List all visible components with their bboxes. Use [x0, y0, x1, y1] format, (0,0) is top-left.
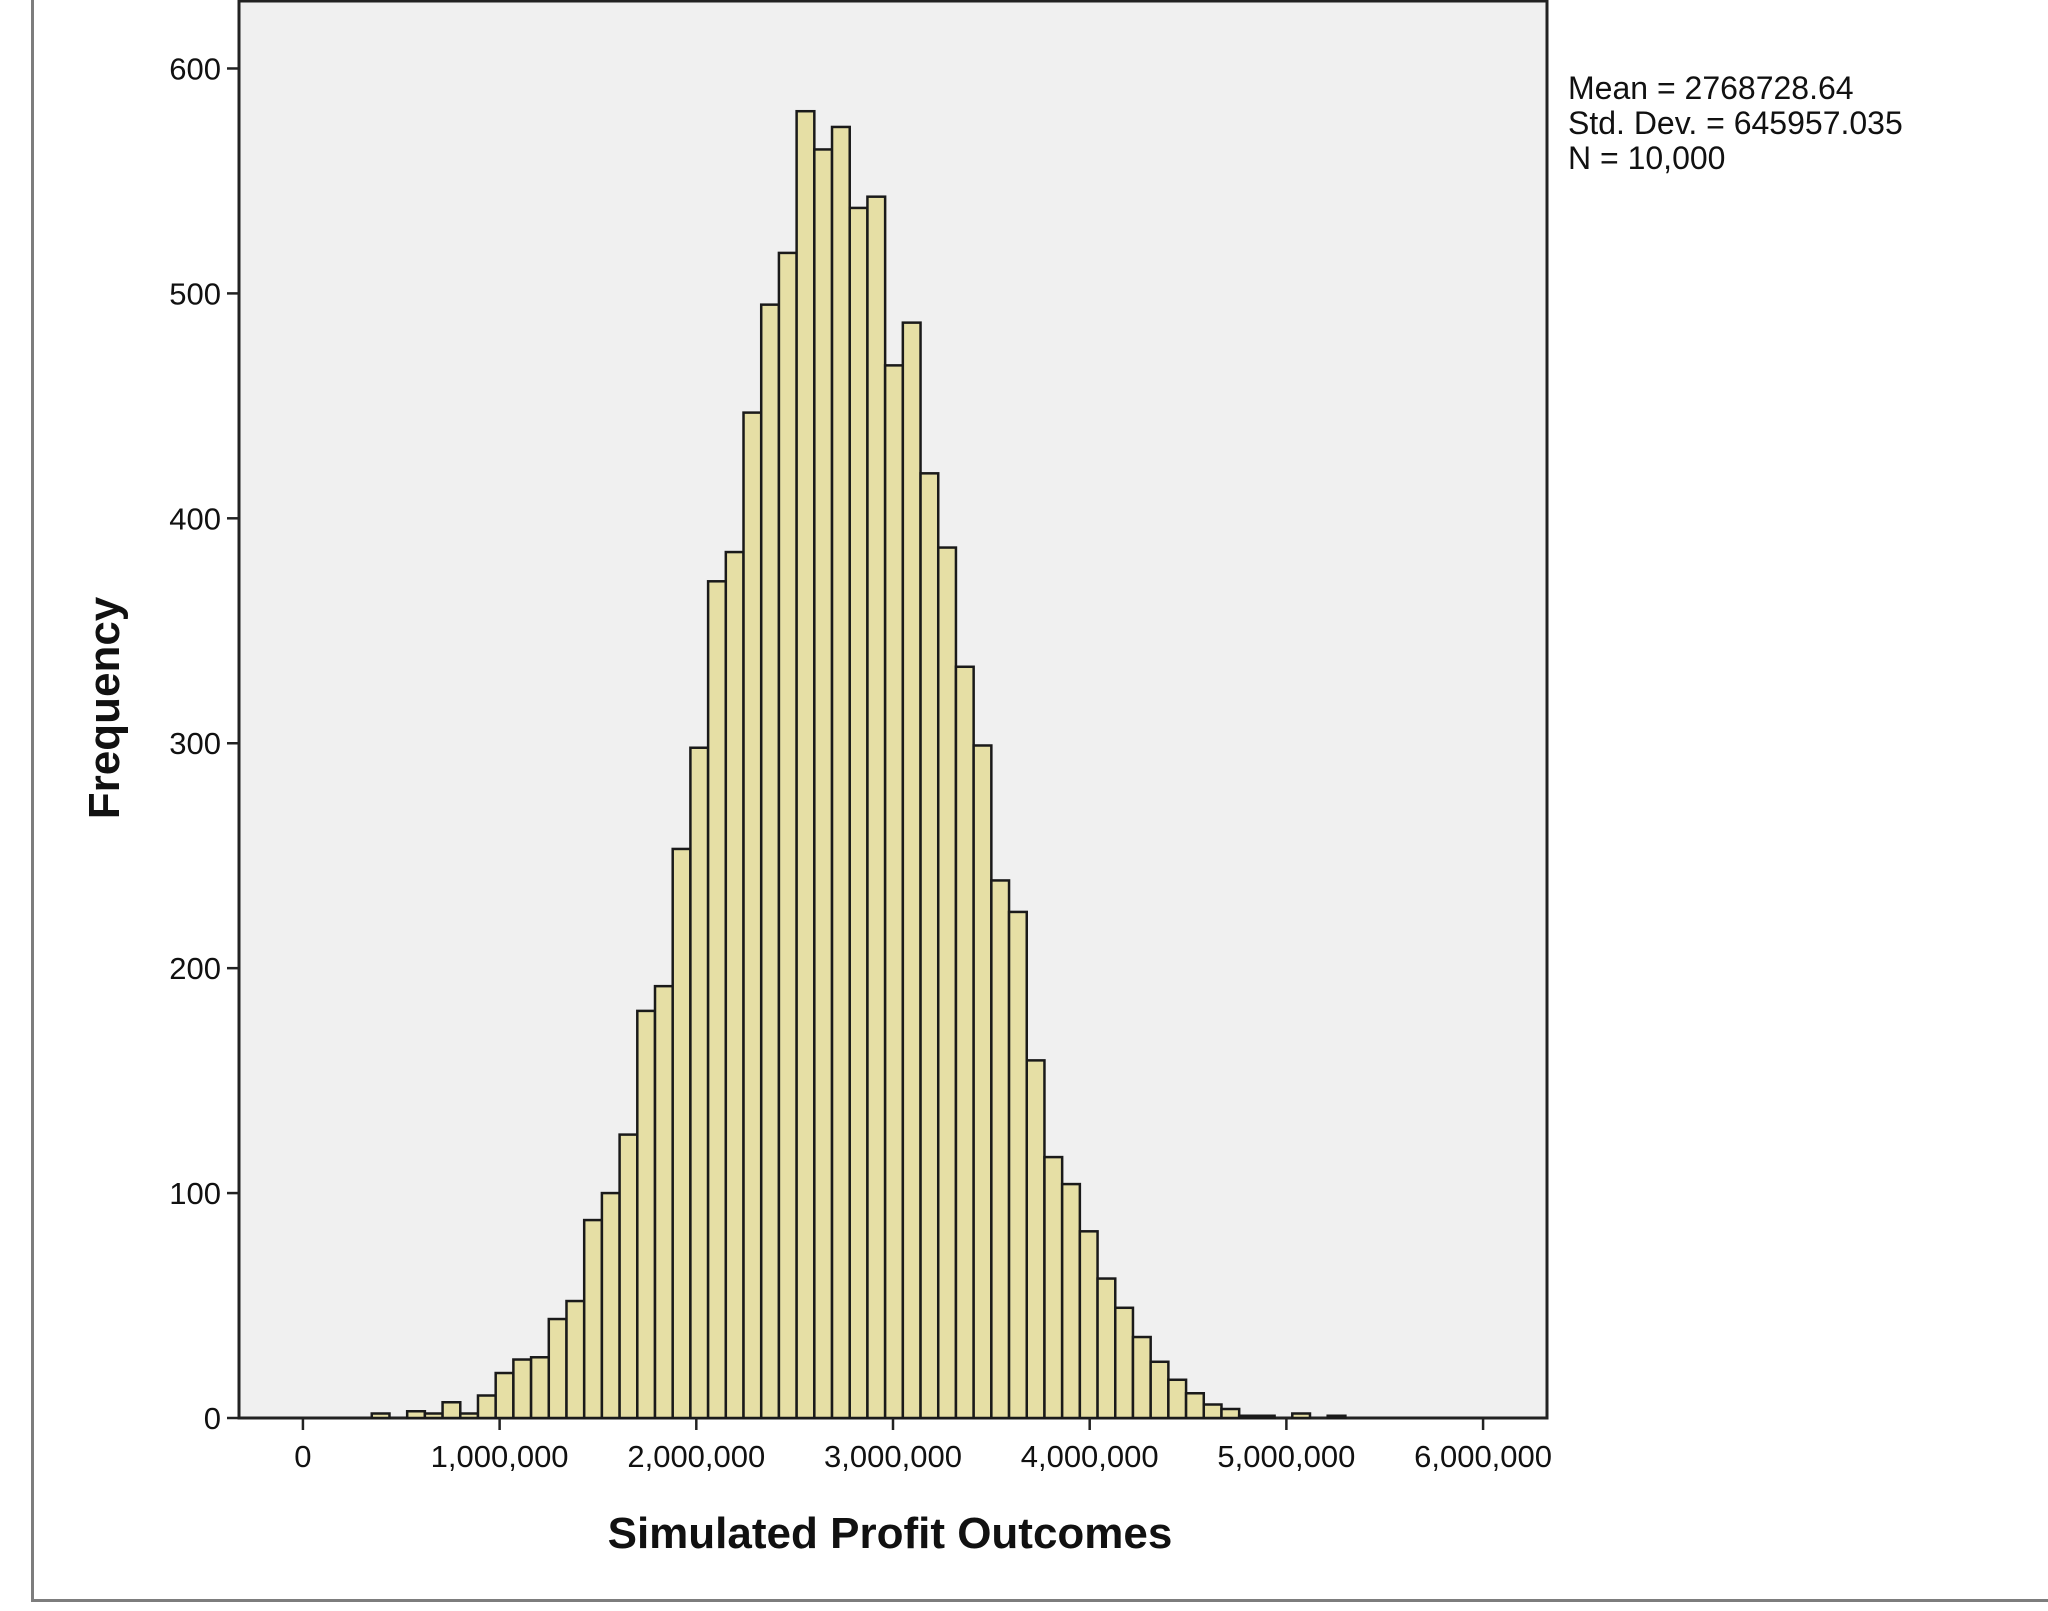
histogram-bar: [1114, 1306, 1135, 1420]
histogram-bar: [813, 148, 834, 1420]
histogram-bar: [565, 1299, 586, 1420]
histogram-bar: [1220, 1407, 1241, 1420]
histogram-bar: [795, 109, 816, 1420]
histogram-bar: [901, 321, 922, 1420]
histogram-bar: [405, 1410, 427, 1420]
histogram-bar: [990, 879, 1011, 1420]
histogram-bar: [671, 847, 692, 1420]
x-tick-label: 5,000,000: [1217, 1439, 1355, 1474]
x-axis-title: Simulated Profit Outcomes: [608, 1509, 1173, 1558]
histogram-bar: [1237, 1414, 1259, 1420]
histogram-bar: [972, 744, 993, 1420]
x-tick-label: 1,000,000: [431, 1439, 569, 1474]
x-tick-label: 6,000,000: [1414, 1439, 1552, 1474]
x-tick-label: 3,000,000: [824, 1439, 962, 1474]
histogram-bar: [547, 1317, 568, 1420]
x-axis: 0 1,000,000 2,000,000 3,000,000 4,000,000 5,0…: [294, 1418, 1552, 1474]
histogram-bar: [706, 580, 728, 1420]
y-axis-title: Frequency: [80, 596, 129, 819]
histogram-bar: [954, 665, 975, 1420]
stats-mean: Mean = 2768728.64: [1568, 70, 1854, 106]
y-tick-label: 300: [169, 726, 221, 761]
histogram-bar: [1149, 1360, 1170, 1420]
x-tick-label: 4,000,000: [1021, 1439, 1159, 1474]
histogram-bar: [529, 1356, 551, 1420]
histogram-bar: [1078, 1230, 1099, 1420]
histogram-bar: [777, 251, 798, 1420]
y-tick-label: 500: [169, 276, 221, 311]
histogram-bar: [476, 1394, 497, 1420]
histogram-bar: [1202, 1403, 1223, 1420]
histogram-bar: [1096, 1277, 1117, 1420]
histogram-bar: [1131, 1335, 1152, 1420]
histogram-bar: [919, 472, 940, 1420]
histogram-bar: [1184, 1392, 1206, 1420]
y-tick-label: 600: [169, 51, 221, 86]
x-tick-label: 2,000,000: [627, 1439, 765, 1474]
histogram-bar: [866, 195, 887, 1420]
histogram-bar: [636, 1009, 657, 1420]
histogram-bar: [1007, 910, 1029, 1420]
histogram-bar: [1060, 1182, 1082, 1420]
histogram-bar: [1167, 1378, 1188, 1420]
histogram-bar: [689, 746, 710, 1420]
histogram-bar: [441, 1401, 462, 1420]
histogram-bar: [459, 1412, 480, 1420]
histogram-bar: [1291, 1412, 1312, 1420]
stats-std-dev: Std. Dev. = 645957.035: [1568, 105, 1903, 141]
histogram-bar: [1025, 1059, 1046, 1420]
x-tick-label: 0: [294, 1439, 311, 1474]
y-tick-label: 400: [169, 501, 221, 536]
histogram-bar: [1255, 1414, 1276, 1420]
stats-n: N = 10,000: [1568, 140, 1725, 176]
y-axis: 0 100 200 300 400 500 600: [169, 51, 239, 1436]
histogram-bar: [653, 984, 674, 1420]
histogram-bar: [936, 546, 958, 1420]
histogram-bar: [1043, 1155, 1064, 1420]
histogram-bar: [582, 1218, 604, 1420]
histogram-bar: [618, 1133, 639, 1420]
histogram-bar: [423, 1412, 444, 1420]
histogram-bar: [494, 1371, 515, 1420]
histogram-bar: [759, 303, 781, 1420]
histogram-bar: [600, 1191, 621, 1420]
histogram-bar: [848, 206, 869, 1420]
y-tick-label: 100: [169, 1176, 221, 1211]
histogram-bar: [724, 550, 745, 1420]
histogram-bar: [883, 364, 905, 1420]
y-tick-label: 0: [204, 1401, 221, 1436]
histogram-bar: [742, 411, 763, 1420]
y-tick-label: 200: [169, 951, 221, 986]
histogram-bar: [830, 125, 851, 1420]
stats-box: Mean = 2768728.64 Std. Dev. = 645957.035…: [1568, 70, 1903, 176]
histogram-bar: [512, 1358, 533, 1420]
histogram-bar: [370, 1412, 391, 1420]
histogram-bars: [370, 109, 1347, 1420]
histogram-bar: [1326, 1414, 1347, 1420]
